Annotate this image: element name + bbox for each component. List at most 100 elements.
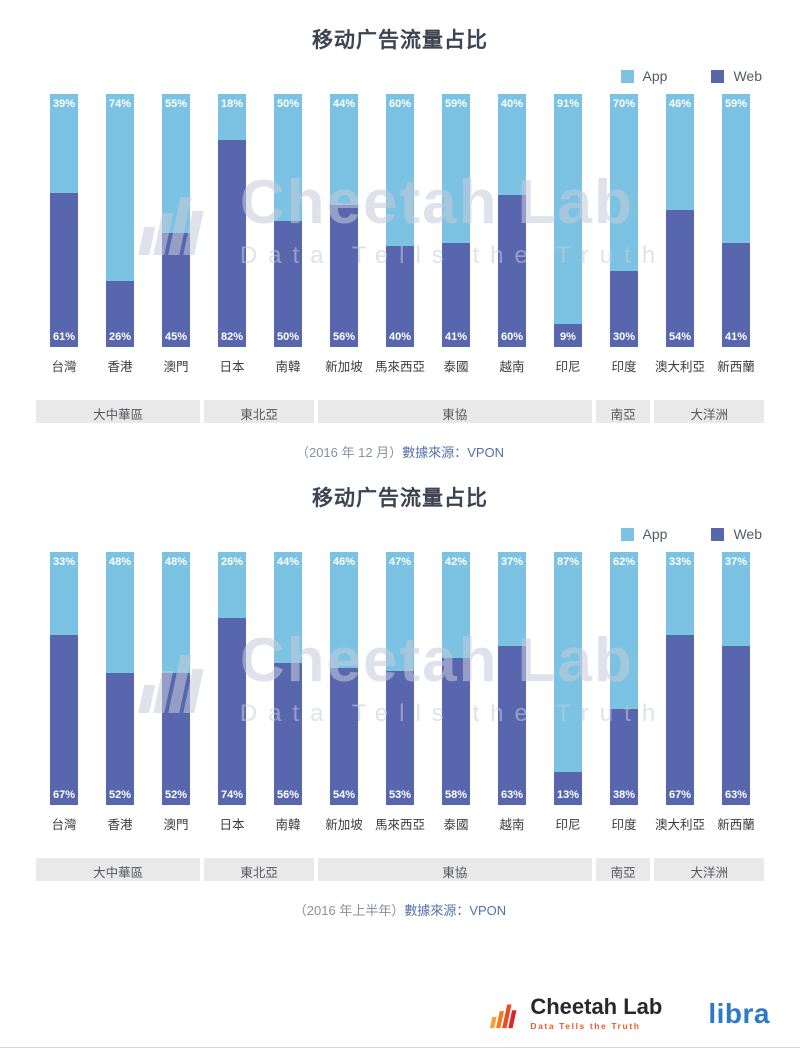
app-value-label: 60% [388, 98, 412, 110]
bar-column: 33% 67% [36, 552, 92, 805]
web-segment [274, 663, 302, 805]
category-label: 印度 [611, 818, 637, 832]
web-value-label: 45% [164, 331, 188, 343]
web-value-label: 30% [612, 331, 636, 343]
web-value-label: 58% [444, 789, 468, 801]
region-group: 大中華區 [36, 400, 201, 423]
web-segment [50, 192, 78, 347]
category-labels: 台灣 香港 澳門 日本 南韓 新加坡 馬來西亞 泰國 越南 印尼 印度 澳大利亞 新西蘭 [36, 814, 764, 832]
app-value-label: 91% [556, 98, 580, 110]
web-segment [162, 233, 190, 347]
bar-column: 39% 61% [36, 94, 92, 347]
caption-period: （2016 年上半年） [293, 903, 405, 918]
category-labels: 台灣 香港 澳門 日本 南韓 新加坡 馬來西亞 泰國 越南 印尼 印度 澳大利亞 新西蘭 [36, 356, 764, 374]
web-segment [386, 245, 414, 347]
category-label: 日本 [219, 360, 245, 374]
stacked-bar: 70% 30% [610, 94, 638, 347]
region-group: 大洋洲 [654, 858, 764, 881]
stacked-bar: 33% 67% [50, 552, 78, 805]
legend-label: App [642, 68, 668, 84]
app-segment [610, 552, 638, 709]
category-label: 澳大利亞 [654, 360, 705, 374]
stacked-bar: 44% 56% [274, 552, 302, 805]
category-label: 台灣 [51, 360, 77, 374]
app-segment [498, 94, 526, 196]
web-segment [666, 635, 694, 805]
bar-column: 55% 45% [148, 94, 204, 347]
legend-item-app: App [620, 526, 667, 542]
app-segment [722, 552, 750, 646]
app-value-label: 39% [52, 98, 76, 110]
bar-column: 48% 52% [148, 552, 204, 805]
app-segment [50, 552, 78, 636]
stacked-bar: 26% 74% [218, 552, 246, 805]
web-value-label: 52% [108, 789, 132, 801]
charts-container: 移动广告流量占比 App Web Cheetah Lab Data Tells t… [0, 29, 800, 918]
caption-source: 數據來源：VPON [404, 903, 507, 918]
region-group: 東協 [317, 400, 592, 423]
stacked-bar: 44% 56% [330, 94, 358, 347]
app-segment [386, 94, 414, 246]
category-label: 新西蘭 [717, 360, 755, 374]
app-segment [666, 94, 694, 211]
app-segment [274, 552, 302, 664]
bar-column: 33% 67% [652, 552, 708, 805]
legend-swatch-web [711, 69, 725, 83]
web-segment [386, 670, 414, 805]
app-segment [498, 552, 526, 646]
bar-column: 42% 58% [428, 552, 484, 805]
footer-row: Cheetah Lab Data Tells the Truth libra [0, 996, 800, 1031]
cheetah-lab-wordmark: Cheetah Lab Data Tells the Truth [530, 996, 662, 1032]
web-value-label: 61% [52, 331, 76, 343]
caption-period: （2016 年 12 月） [295, 445, 403, 460]
web-value-label: 50% [276, 331, 300, 343]
web-value-label: 56% [276, 789, 300, 801]
category-label: 馬來西亞 [374, 360, 425, 374]
legend-item-web: Web [711, 68, 762, 84]
web-value-label: 54% [668, 331, 692, 343]
stacked-bar: 37% 63% [498, 552, 526, 805]
app-segment [442, 94, 470, 244]
legend-label: Web [733, 68, 762, 84]
app-segment [554, 94, 582, 325]
web-segment [330, 668, 358, 805]
web-value-label: 67% [668, 789, 692, 801]
stacked-bar: 74% 26% [106, 94, 134, 347]
category-label: 新加坡 [325, 360, 363, 374]
web-value-label: 9% [560, 331, 576, 343]
legend-item-web: Web [711, 526, 762, 542]
web-value-label: 56% [332, 331, 356, 343]
legend-item-app: App [620, 68, 668, 84]
category-label: 香港 [107, 360, 133, 374]
footer-tagline: Data Tells the Truth [530, 1021, 641, 1031]
bar-column: 87% 13% [540, 552, 596, 805]
bar-column: 59% 41% [708, 94, 764, 347]
app-value-label: 59% [724, 98, 748, 110]
web-value-label: 63% [724, 789, 748, 801]
web-segment [330, 205, 358, 347]
app-segment [610, 94, 638, 272]
web-value-label: 54% [332, 789, 356, 801]
plot-area: Cheetah Lab Data Tells the Truth 33% 67% 4… [36, 552, 764, 805]
bar-column: 74% 26% [92, 94, 148, 347]
web-segment [442, 243, 470, 347]
chart-section: 移动广告流量占比 App Web Cheetah Lab Data Tells t… [0, 458, 800, 918]
app-value-label: 33% [668, 556, 692, 568]
web-value-label: 60% [500, 331, 524, 343]
category-label: 澳門 [163, 360, 189, 374]
bar-column: 60% 40% [372, 94, 428, 347]
web-segment [666, 210, 694, 347]
app-segment [162, 552, 190, 674]
web-segment [106, 281, 134, 347]
app-segment [218, 94, 246, 140]
web-segment [274, 220, 302, 347]
caption-source: 數據來源：VPON [402, 445, 505, 460]
stacked-bar: 39% 61% [50, 94, 78, 347]
bar-column: 48% 52% [92, 552, 148, 805]
region-group: 東北亞 [204, 858, 314, 881]
web-segment [554, 324, 582, 347]
plot-area: Cheetah Lab Data Tells the Truth 39% 61% 7… [36, 94, 764, 347]
category-label: 日本 [219, 818, 245, 832]
app-value-label: 26% [220, 556, 244, 568]
legend-swatch-web [711, 527, 725, 541]
